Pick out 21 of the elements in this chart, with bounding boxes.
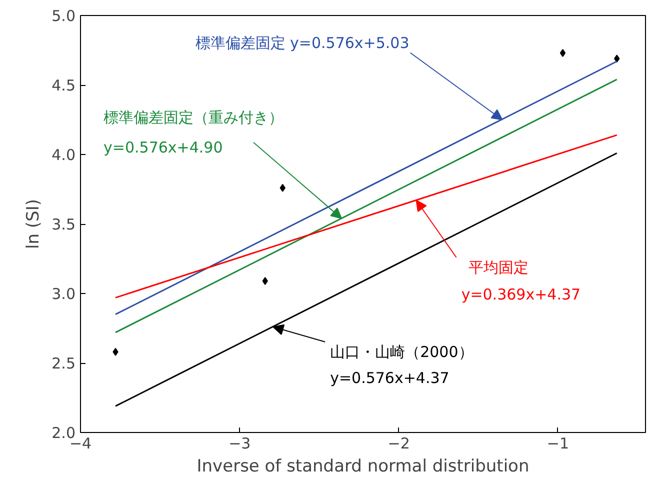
y-tick-label: 2.0 [52, 424, 76, 442]
x-tick-label: −1 [546, 434, 570, 452]
x-tick-label: −3 [228, 434, 251, 452]
y-tick-label: 3.0 [52, 285, 76, 303]
y-tick-label: 4.5 [52, 76, 76, 94]
annotation: 標準偏差固定 y=0.576x+5.03 [195, 34, 410, 52]
point [560, 49, 566, 58]
point [614, 54, 620, 63]
x-tick-label: −2 [388, 434, 410, 452]
point [112, 348, 118, 356]
annotation: 標準偏差固定（重み付き） y=0.576x+4.90 [104, 108, 284, 156]
y-axis-title: ln (SI) [24, 199, 44, 249]
annotation: 平均固定 y=0.369x+4.37 [461, 258, 581, 304]
x-axis-title: Inverse of standard normal distribution [196, 456, 530, 476]
y-tick-label: 3.5 [52, 216, 76, 234]
point [262, 276, 268, 285]
y-tick-label: 2.5 [52, 354, 76, 372]
point [280, 184, 286, 192]
y-tick-label: 4.0 [52, 146, 76, 164]
y-tick-label: 5.0 [52, 7, 76, 25]
annotation: 山口・山崎（2000） y=0.576x+4.37 [330, 342, 474, 387]
